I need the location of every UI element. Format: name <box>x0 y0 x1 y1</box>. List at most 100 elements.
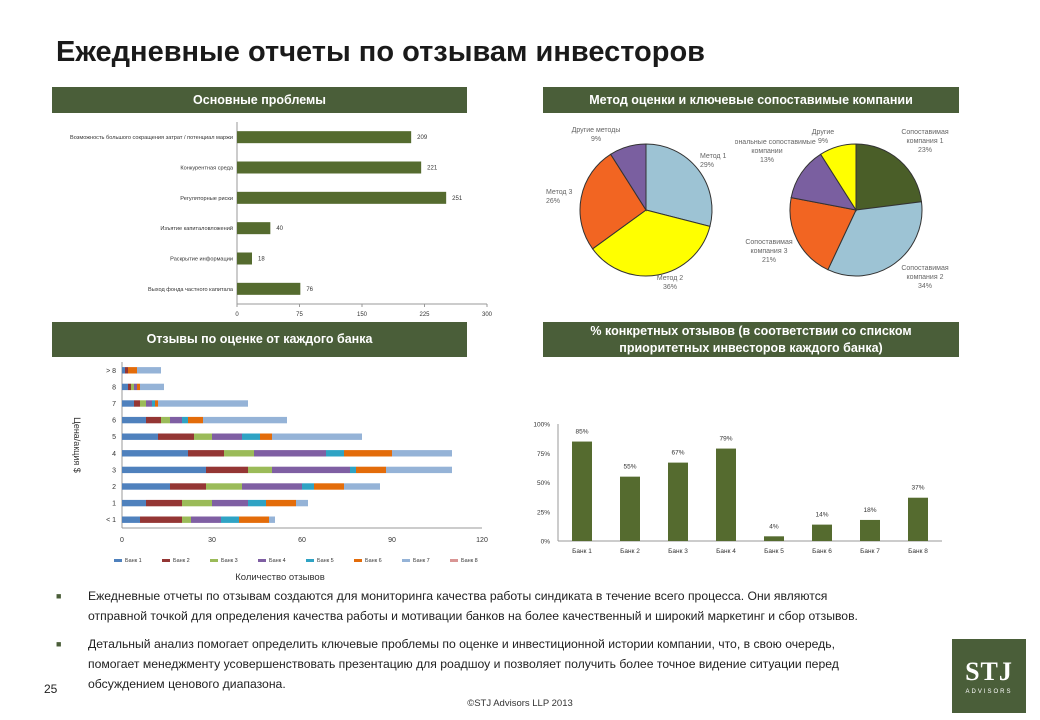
feedback-bar-segment <box>326 450 344 457</box>
feedback-bar-segment <box>146 499 182 507</box>
feedback-category-label: 4 <box>112 451 116 458</box>
problems-category-label: Выход фонда частного капитала <box>148 287 234 293</box>
comparables-pie-slice <box>819 143 857 212</box>
feedback-bar-segment <box>122 499 146 507</box>
feedback-legend-label: Банк 1 <box>125 558 142 564</box>
feedback-legend-swatch <box>402 559 410 562</box>
method-pie-slice <box>609 143 647 212</box>
specific-bar <box>620 476 640 541</box>
feedback-bar-segment <box>212 433 242 440</box>
method-slice-label: Метод 2 <box>657 275 683 282</box>
feedback-bar-segment <box>137 367 161 374</box>
banner-specific: % конкретных отзывов (в соответствии со … <box>543 322 959 357</box>
feedback-bar-segment <box>122 516 140 523</box>
bullet-square-icon: ■ <box>56 591 62 601</box>
feedback-bar-segment <box>314 483 344 490</box>
comparables-pie-chart: Сопоставимая компания 1 23% Сопоставимая ком… <box>735 129 949 290</box>
feedback-bar-segment <box>134 400 140 407</box>
comparables-slice-label: компания 3 <box>751 248 788 255</box>
feedback-y-axis-title: Цена/акция $ <box>72 417 82 473</box>
feedback-bar-segment <box>158 400 248 407</box>
problems-data-label: 40 <box>276 226 283 232</box>
feedback-bar-segment <box>140 400 146 407</box>
feedback-bar-segment <box>128 383 131 391</box>
feedback-bar-segment <box>248 499 266 507</box>
banner-specific-line1: % конкретных отзывов (в соответствии со … <box>590 323 912 338</box>
feedback-category-label: 7 <box>112 401 116 408</box>
feedback-bar-segment <box>188 416 203 424</box>
banner-problems: Основные проблемы <box>52 87 467 113</box>
feedback-bar-segment <box>242 433 260 440</box>
feedback-bar-segment <box>194 433 212 440</box>
specific-tick-label: 0% <box>541 539 551 546</box>
specific-data-label: 37% <box>911 485 924 492</box>
bullet-item-2: ■ Детальный анализ помогает определить к… <box>56 634 956 694</box>
feedback-bar-segment <box>146 416 161 424</box>
feedback-bar-segment <box>140 516 182 523</box>
feedback-legend-label: Банк 2 <box>173 558 190 564</box>
banner-feedback: Отзывы по оценке от каждого банка <box>52 322 467 357</box>
specific-bar <box>812 524 832 541</box>
method-slice-label: Другие методы <box>572 127 621 134</box>
bullet-square-icon: ■ <box>56 639 62 649</box>
specific-category-label: Банк 3 <box>668 548 688 555</box>
problems-bar <box>237 222 271 235</box>
feedback-bar-segment <box>212 499 248 507</box>
feedback-legend-swatch <box>258 559 266 562</box>
feedback-tick-label: 120 <box>476 537 488 544</box>
page-number: 25 <box>44 682 58 696</box>
method-slice-label: 36% <box>663 284 677 291</box>
feedback-bar-segment <box>182 416 188 424</box>
bullet-1-line2: отправной точкой для определения качеств… <box>88 609 858 623</box>
bullet-list: ■ Ежедневные отчеты по отзывам создаются… <box>56 586 956 702</box>
feedback-bar-segment <box>170 416 182 424</box>
problems-category-label: Возможность большого сокращения затрат /… <box>70 135 233 141</box>
comparables-slice-label: компания 2 <box>907 274 944 281</box>
feedback-legend-swatch <box>210 559 218 562</box>
specific-category-label: Банк 2 <box>620 548 640 555</box>
problems-data-label: 251 <box>452 196 463 202</box>
specific-tick-label: 25% <box>537 509 550 516</box>
specific-category-label: Банк 8 <box>908 548 928 555</box>
feedback-legend-label: Банк 3 <box>221 558 238 564</box>
banner-specific-line2: приоритетных инвесторов каждого банка) <box>619 340 883 355</box>
problems-category-label: Конкурентная среда <box>180 166 234 172</box>
feedback-bar-segment <box>161 416 170 424</box>
feedback-bar-segment <box>260 433 272 440</box>
feedback-bar-segment <box>254 450 326 457</box>
feedback-bar-segment <box>344 483 380 490</box>
logo-text: STJ <box>965 657 1013 686</box>
feedback-category-label: 5 <box>112 434 116 441</box>
problems-data-label: 18 <box>258 257 265 263</box>
specific-bar <box>716 448 736 541</box>
method-pie-slice <box>645 143 713 228</box>
feedback-legend-swatch <box>162 559 170 562</box>
method-pie-chart: Метод 1 29% Метод 2 36% Метод 3 26% Другие мет… <box>546 127 726 291</box>
specific-bar <box>860 519 880 541</box>
feedback-bar-segment <box>122 383 128 391</box>
bullet-item-1: ■ Ежедневные отчеты по отзывам создаются… <box>56 586 956 626</box>
feedback-category-label: 6 <box>112 418 116 425</box>
feedback-tick-label: 90 <box>388 537 396 544</box>
feedback-bar-segment <box>128 367 137 374</box>
method-pie-slice <box>579 153 647 250</box>
specific-data-label: 85% <box>575 429 588 436</box>
problems-bar <box>237 131 412 144</box>
feedback-bar-segment <box>182 499 212 507</box>
problems-data-label: 76 <box>306 287 313 293</box>
feedback-stacked-bar-chart: < 1 1 2 3 4 5 6 7 8 > 8 0 30 60 90 120 Цена/акция $ Банк… <box>72 362 488 583</box>
feedback-legend-swatch <box>354 559 362 562</box>
specific-category-label: Банк 4 <box>716 548 736 555</box>
feedback-category-label: 2 <box>112 484 116 491</box>
feedback-bar-segment <box>140 383 164 391</box>
feedback-category-label: 8 <box>112 384 116 391</box>
page-title: Ежедневные отчеты по отзывам инвесторов <box>56 36 706 68</box>
method-slice-label: 26% <box>546 198 560 205</box>
problems-bar <box>237 191 447 204</box>
feedback-bar-segment <box>125 367 128 374</box>
feedback-category-label: 3 <box>112 467 116 474</box>
feedback-bar-segment <box>158 433 194 440</box>
feedback-bar-segment <box>137 383 140 391</box>
comparables-slice-label: компания 1 <box>907 138 944 145</box>
feedback-bar-segment <box>350 466 356 474</box>
